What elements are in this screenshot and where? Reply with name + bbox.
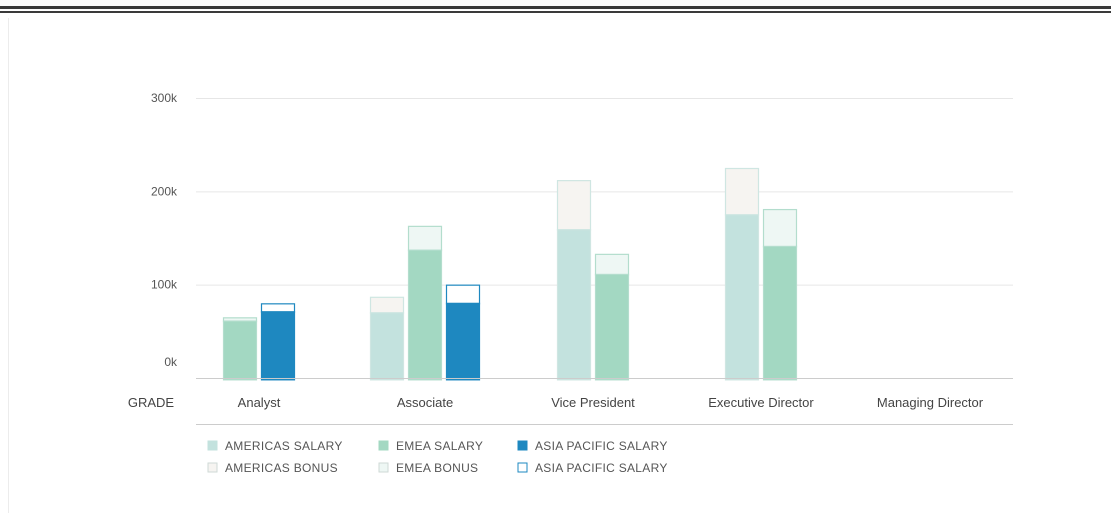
bar-chart: 0k 100k 200k 300k GRADE Analyst Associate Vic… <box>128 91 1013 475</box>
category-labels: Analyst Associate Vice President Executive … <box>238 395 984 410</box>
bar-americas-salary <box>556 229 592 381</box>
y-axis-ticks: 0k 100k 200k 300k <box>151 91 178 369</box>
bar-americas-salary <box>369 312 405 381</box>
bar-americas-bonus <box>369 296 405 314</box>
bar-asia-bonus <box>445 284 481 305</box>
legend-label: ASIA PACIFIC SALARY <box>535 461 668 475</box>
legend-swatch <box>517 462 528 473</box>
legend-label: EMEA SALARY <box>396 439 483 453</box>
legend-swatch <box>207 440 218 451</box>
legend-swatch <box>517 440 528 451</box>
legend: AMERICAS SALARY EMEA SALARY ASIA PACIFIC S… <box>207 439 668 475</box>
category-label: Vice President <box>551 395 635 410</box>
bar-emea-salary <box>407 249 443 381</box>
bar-asia-salary <box>260 311 296 381</box>
legend-swatch <box>378 440 389 451</box>
legend-swatch <box>378 462 389 473</box>
top-rule <box>0 6 1111 13</box>
x-axis-label: GRADE <box>128 395 175 410</box>
y-tick-label: 300k <box>151 91 178 105</box>
bar-emea-bonus <box>407 225 443 252</box>
legend-label: EMEA BONUS <box>396 461 478 475</box>
bars <box>222 167 798 381</box>
legend-label: AMERICAS BONUS <box>225 461 338 475</box>
bar-americas-salary <box>724 214 760 381</box>
legend-swatch <box>207 462 218 473</box>
bar-asia-salary <box>445 302 481 381</box>
legend-label: ASIA PACIFIC SALARY <box>535 439 668 453</box>
chart-card: 0k 100k 200k 300k GRADE Analyst Associate Vic… <box>8 18 1111 513</box>
bar-americas-bonus <box>724 167 760 216</box>
bar-emea-bonus <box>594 253 630 276</box>
y-tick-label: 100k <box>151 278 178 292</box>
bar-americas-bonus <box>556 180 592 231</box>
y-tick-label: 0k <box>164 355 178 369</box>
bar-emea-salary <box>222 320 258 381</box>
category-label: Analyst <box>238 395 281 410</box>
bar-emea-salary <box>594 273 630 381</box>
bar-emea-bonus <box>762 208 798 248</box>
category-label: Managing Director <box>877 395 984 410</box>
legend-label: AMERICAS SALARY <box>225 439 343 453</box>
bar-asia-bonus <box>260 303 296 313</box>
bar-emea-salary <box>762 245 798 381</box>
category-label: Associate <box>397 395 453 410</box>
y-tick-label: 200k <box>151 184 178 198</box>
category-label: Executive Director <box>708 395 814 410</box>
